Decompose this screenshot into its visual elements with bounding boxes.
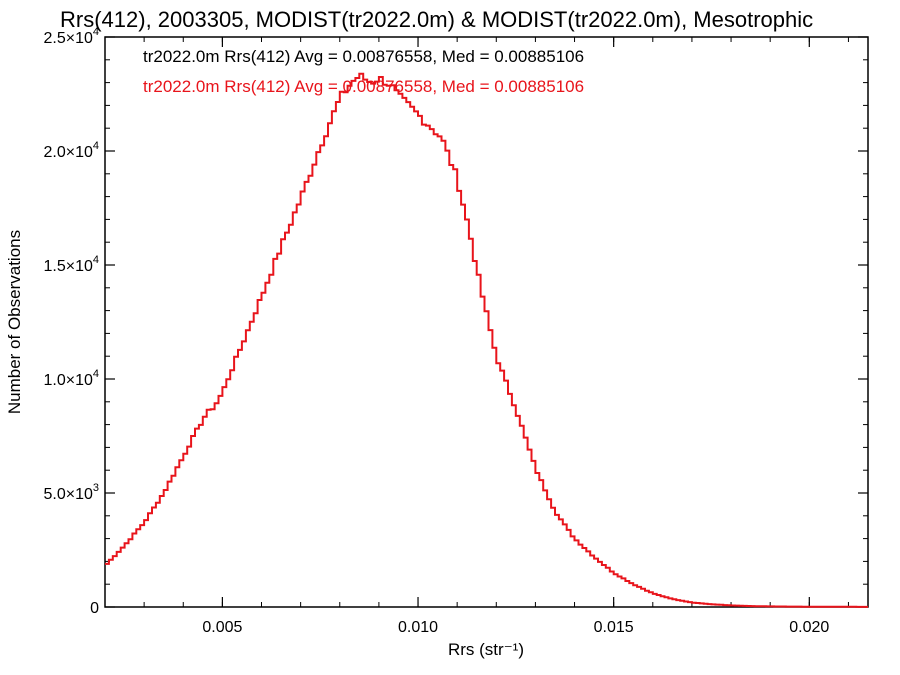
legend-entry: tr2022.0m Rrs(412) Avg = 0.00876558, Med… xyxy=(143,77,584,96)
histogram-series-0 xyxy=(105,72,868,608)
series-layer xyxy=(105,72,868,608)
x-axis: 0.005 0.010 0.015 0.020 xyxy=(104,37,849,636)
y-tick-label: 2.5×104 xyxy=(43,26,99,47)
x-tick-label: 0.020 xyxy=(789,619,829,636)
y-tick-label: 2.0×104 xyxy=(43,140,99,161)
x-tick-label: 0.005 xyxy=(202,619,242,636)
x-tick-label: 0.015 xyxy=(594,619,634,636)
y-axis: 0 5.0×103 1.0×104 1.5×104 2.0×104 2.5×104 xyxy=(43,26,868,617)
chart-title: Rrs(412), 2003305, MODIST(tr2022.0m) & M… xyxy=(60,7,813,32)
x-axis-label: Rrs (str⁻¹) xyxy=(448,640,524,659)
y-axis-label: Number of Observations xyxy=(5,230,24,414)
legend: tr2022.0m Rrs(412) Avg = 0.00876558, Med… xyxy=(143,47,584,96)
y-tick-label: 1.0×104 xyxy=(43,368,99,389)
plot-frame xyxy=(104,36,869,608)
y-tick-label: 5.0×103 xyxy=(43,482,99,503)
legend-entry: tr2022.0m Rrs(412) Avg = 0.00876558, Med… xyxy=(143,47,584,66)
y-tick-label: 0 xyxy=(90,600,99,617)
y-tick-label: 1.5×104 xyxy=(43,254,99,275)
x-tick-label: 0.010 xyxy=(398,619,438,636)
